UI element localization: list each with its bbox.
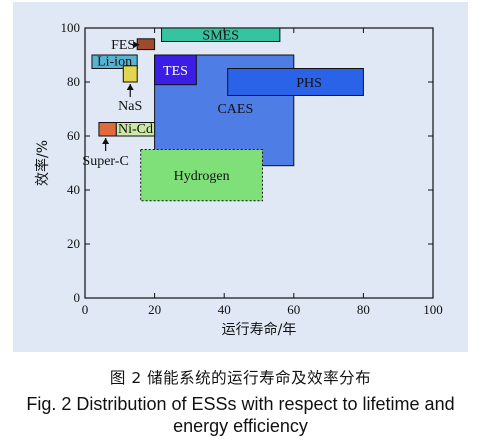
region-smes bbox=[161, 27, 281, 42]
label-smes: SMES bbox=[202, 29, 239, 44]
x-tick-label: 0 bbox=[82, 302, 89, 317]
caption-chinese: 图 2 储能系统的运行寿命及效率分布 bbox=[109, 369, 372, 387]
y-tick-label: 60 bbox=[67, 128, 80, 143]
x-tick-label: 100 bbox=[423, 302, 443, 317]
y-tick-label: 40 bbox=[67, 182, 80, 197]
label-super-c: Super-C bbox=[82, 154, 128, 169]
label-tes: TES bbox=[163, 64, 188, 79]
chart: CAES FES SMES Li-ion NaS TES PHS Super-C Ni-Cd Hy… bbox=[34, 20, 443, 338]
x-axis-title: 运行寿命/年 bbox=[222, 321, 297, 338]
region-fes bbox=[136, 38, 156, 51]
region-hydrogen bbox=[140, 149, 263, 202]
x-tick-label: 80 bbox=[357, 302, 370, 317]
y-tick-label: 80 bbox=[67, 74, 80, 89]
region-li-ion bbox=[91, 54, 138, 69]
caption-english-line1: Fig. 2 Distribution of ESSs with respect… bbox=[26, 394, 455, 414]
x-tick-label: 20 bbox=[148, 302, 161, 317]
region-tes bbox=[154, 54, 197, 86]
label-caes: CAES bbox=[217, 102, 253, 117]
region-phs bbox=[227, 68, 364, 96]
label-hydrogen: Hydrogen bbox=[174, 169, 230, 184]
region-super-c bbox=[98, 122, 117, 137]
y-tick-label: 0 bbox=[74, 290, 81, 305]
caption-english-line2: energy efficiency bbox=[173, 416, 308, 436]
x-tick-label: 60 bbox=[287, 302, 300, 317]
region-ni-cd bbox=[115, 122, 156, 137]
label-nas: NaS bbox=[118, 99, 142, 114]
label-li-ion: Li-ion bbox=[97, 55, 132, 70]
fes-arrow-head bbox=[133, 41, 140, 49]
y-axis-title: 效率/% bbox=[34, 140, 51, 186]
label-fes: FES bbox=[111, 38, 135, 53]
x-tick-label: 40 bbox=[218, 302, 231, 317]
super-c-arrow-head bbox=[102, 138, 110, 144]
region-nas bbox=[122, 65, 138, 83]
y-tick-label: 20 bbox=[67, 236, 80, 251]
nas-arrow-head bbox=[126, 84, 134, 90]
y-tick-label: 100 bbox=[61, 20, 81, 35]
label-ni-cd: Ni-Cd bbox=[118, 122, 153, 137]
figure-panel: CAES FES SMES Li-ion NaS TES PHS Super-C Ni-Cd Hy… bbox=[13, 2, 468, 352]
label-phs: PHS bbox=[296, 76, 322, 91]
